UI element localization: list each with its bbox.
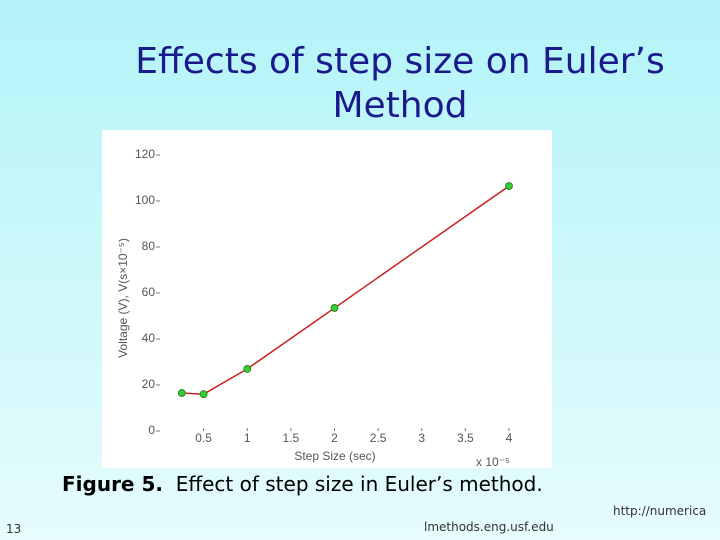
x-tick-label: 1 xyxy=(244,431,251,445)
y-tick-label: 120 xyxy=(135,147,155,161)
footer-url: http://numerica xyxy=(613,504,707,518)
y-tick-label: 100 xyxy=(135,193,155,207)
chart-background xyxy=(102,130,552,468)
y-axis-label: Voltage (V), V(s×10⁻⁵) xyxy=(116,238,130,358)
y-tick-label: 40 xyxy=(142,331,156,345)
data-point xyxy=(243,364,252,373)
y-tick-label: 0 xyxy=(148,423,155,437)
x-tick-label: 4 xyxy=(506,431,513,445)
page-number: 13 xyxy=(6,522,22,536)
x-axis-label: Step Size (sec) xyxy=(294,449,375,463)
data-point xyxy=(505,182,513,190)
x-axis-multiplier: x 10⁻⁵ xyxy=(476,455,510,468)
data-point xyxy=(177,389,186,397)
caption-label: Figure 5. xyxy=(62,472,163,496)
x-tick-label: 1.5 xyxy=(283,431,300,445)
y-tick-label: 60 xyxy=(142,285,156,299)
data-point xyxy=(330,304,339,312)
data-point xyxy=(199,390,208,399)
y-tick-label: 20 xyxy=(142,377,156,391)
x-tick-label: 0.5 xyxy=(195,431,212,445)
chart: Voltage (V), V(s×10⁻⁵) Step Size (sec) x… xyxy=(102,130,552,468)
caption: Figure 5. Effect of step size in Euler’s… xyxy=(62,472,543,496)
x-tick-label: 2.5 xyxy=(370,431,387,445)
x-tick-label: 3 xyxy=(418,431,425,445)
x-tick-label: 2 xyxy=(331,431,338,445)
slide-title: Effects of step size on Euler’s Method xyxy=(135,41,665,126)
footer-url: lmethods.eng.usf.edu xyxy=(424,520,554,534)
x-tick-label: 3.5 xyxy=(457,431,474,445)
caption-text: Effect of step size in Euler’s method. xyxy=(175,472,543,496)
y-tick-label: 80 xyxy=(142,239,156,253)
